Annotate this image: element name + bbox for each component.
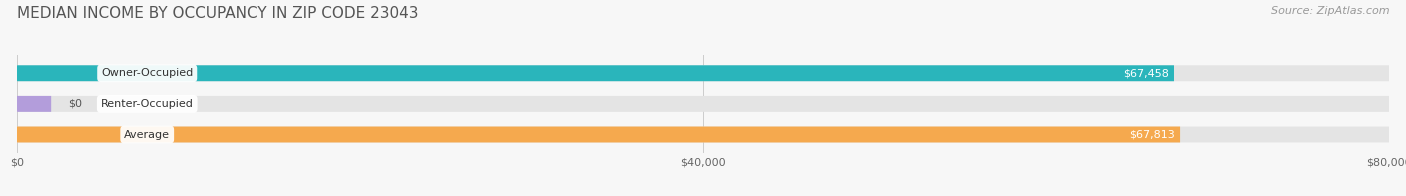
Text: Owner-Occupied: Owner-Occupied <box>101 68 194 78</box>
FancyBboxPatch shape <box>17 65 1174 81</box>
Text: MEDIAN INCOME BY OCCUPANCY IN ZIP CODE 23043: MEDIAN INCOME BY OCCUPANCY IN ZIP CODE 2… <box>17 6 419 21</box>
Text: $67,813: $67,813 <box>1129 130 1174 140</box>
FancyBboxPatch shape <box>17 127 1389 142</box>
Text: Renter-Occupied: Renter-Occupied <box>101 99 194 109</box>
Text: Average: Average <box>124 130 170 140</box>
FancyBboxPatch shape <box>17 65 1389 81</box>
FancyBboxPatch shape <box>17 96 1389 112</box>
Text: Source: ZipAtlas.com: Source: ZipAtlas.com <box>1271 6 1389 16</box>
Text: $67,458: $67,458 <box>1122 68 1168 78</box>
FancyBboxPatch shape <box>17 127 1180 142</box>
Text: $0: $0 <box>67 99 82 109</box>
FancyBboxPatch shape <box>17 96 51 112</box>
